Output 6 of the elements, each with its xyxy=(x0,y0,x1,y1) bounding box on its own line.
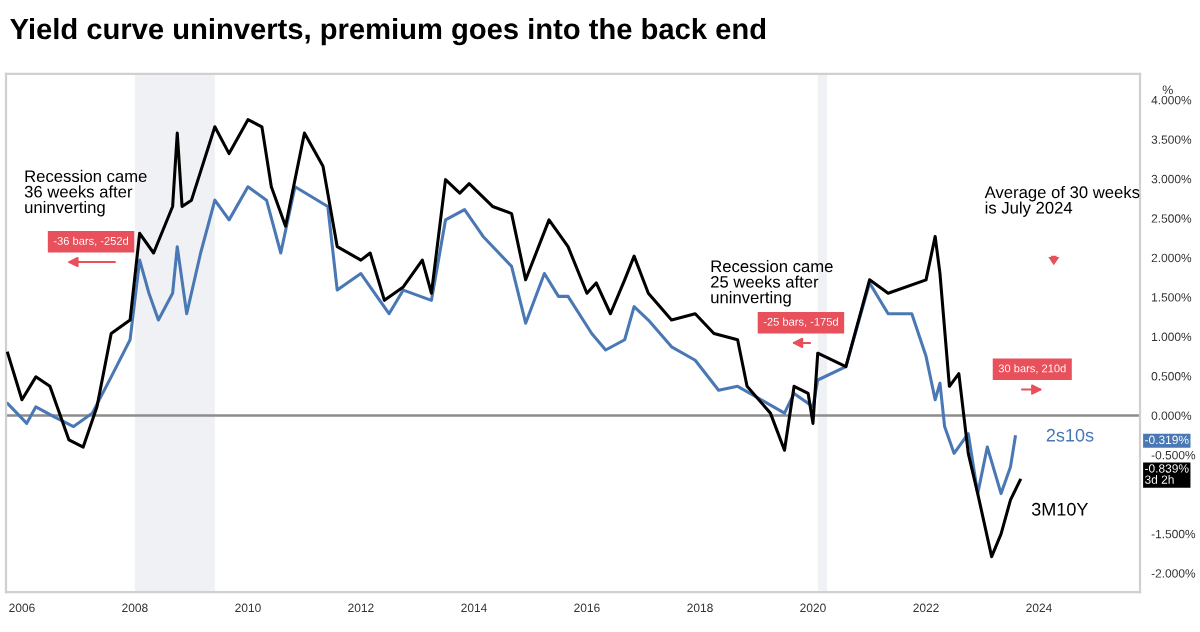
annotation: Recession came 36 weeks after uninverting xyxy=(24,169,147,217)
chart-title: Yield curve uninverts, premium goes into the back end xyxy=(10,17,766,46)
annotation: Recession came 25 weeks after uninverting xyxy=(711,259,833,307)
annotation: Average of 30 weeks is July 2024 xyxy=(984,185,1140,217)
series-label: 3M10Y xyxy=(1031,502,1089,516)
series-label: 2s10s xyxy=(1046,428,1094,442)
